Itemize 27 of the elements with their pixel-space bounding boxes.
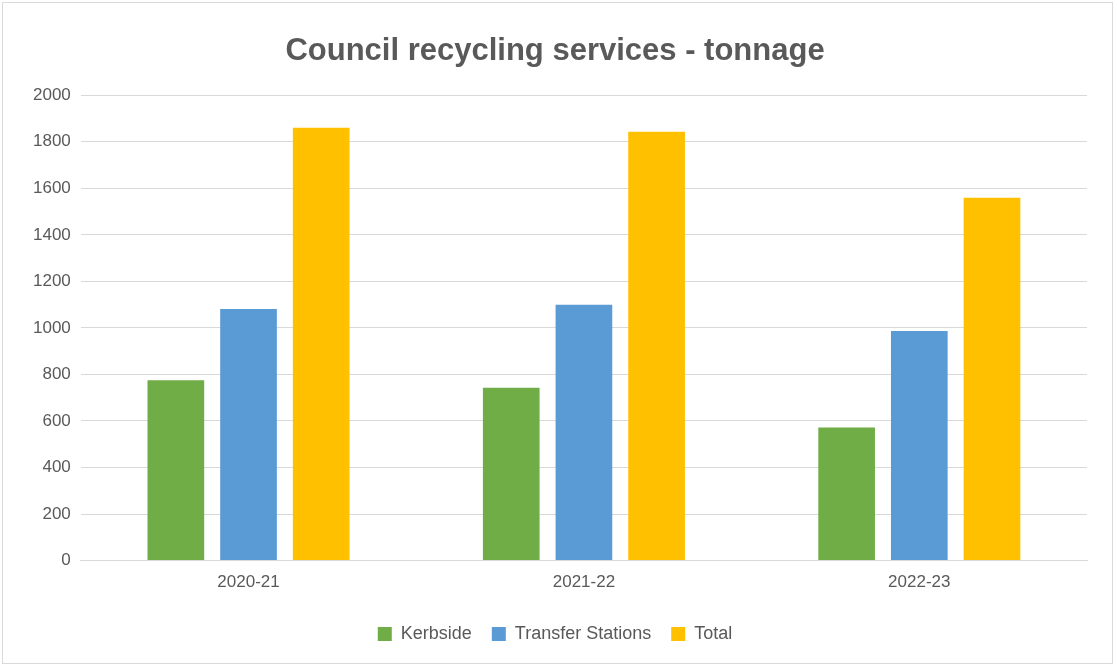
y-tick-label: 2000 bbox=[32, 84, 71, 104]
bar bbox=[482, 387, 540, 561]
x-tick-label: 2022-23 bbox=[888, 572, 951, 592]
bar bbox=[292, 127, 350, 561]
y-tick-label: 400 bbox=[42, 457, 71, 477]
legend-label: Kerbside bbox=[400, 622, 472, 643]
bar bbox=[890, 330, 948, 561]
bar bbox=[220, 309, 277, 561]
y-tick-label: 200 bbox=[42, 503, 71, 523]
x-tick-label: 2021-22 bbox=[552, 572, 616, 592]
bar bbox=[818, 427, 875, 561]
bar bbox=[963, 197, 1021, 561]
y-tick-label: 1800 bbox=[32, 131, 71, 151]
x-tick-label: 2020-21 bbox=[217, 572, 280, 592]
y-tick-label: 1600 bbox=[32, 177, 71, 197]
y-tick-label: 1000 bbox=[32, 317, 71, 337]
legend-label: Total bbox=[694, 622, 733, 643]
y-tick-label: 1200 bbox=[32, 271, 71, 291]
chart-title: Council recycling services - tonnage bbox=[285, 32, 825, 68]
bar bbox=[147, 380, 205, 561]
y-tick-label: 600 bbox=[42, 410, 71, 430]
legend-label: Transfer Stations bbox=[514, 622, 652, 643]
y-tick-label: 0 bbox=[61, 550, 71, 570]
bar bbox=[555, 304, 613, 561]
y-tick-label: 1400 bbox=[32, 224, 71, 244]
y-tick-label: 800 bbox=[42, 364, 71, 384]
bar bbox=[628, 131, 685, 561]
